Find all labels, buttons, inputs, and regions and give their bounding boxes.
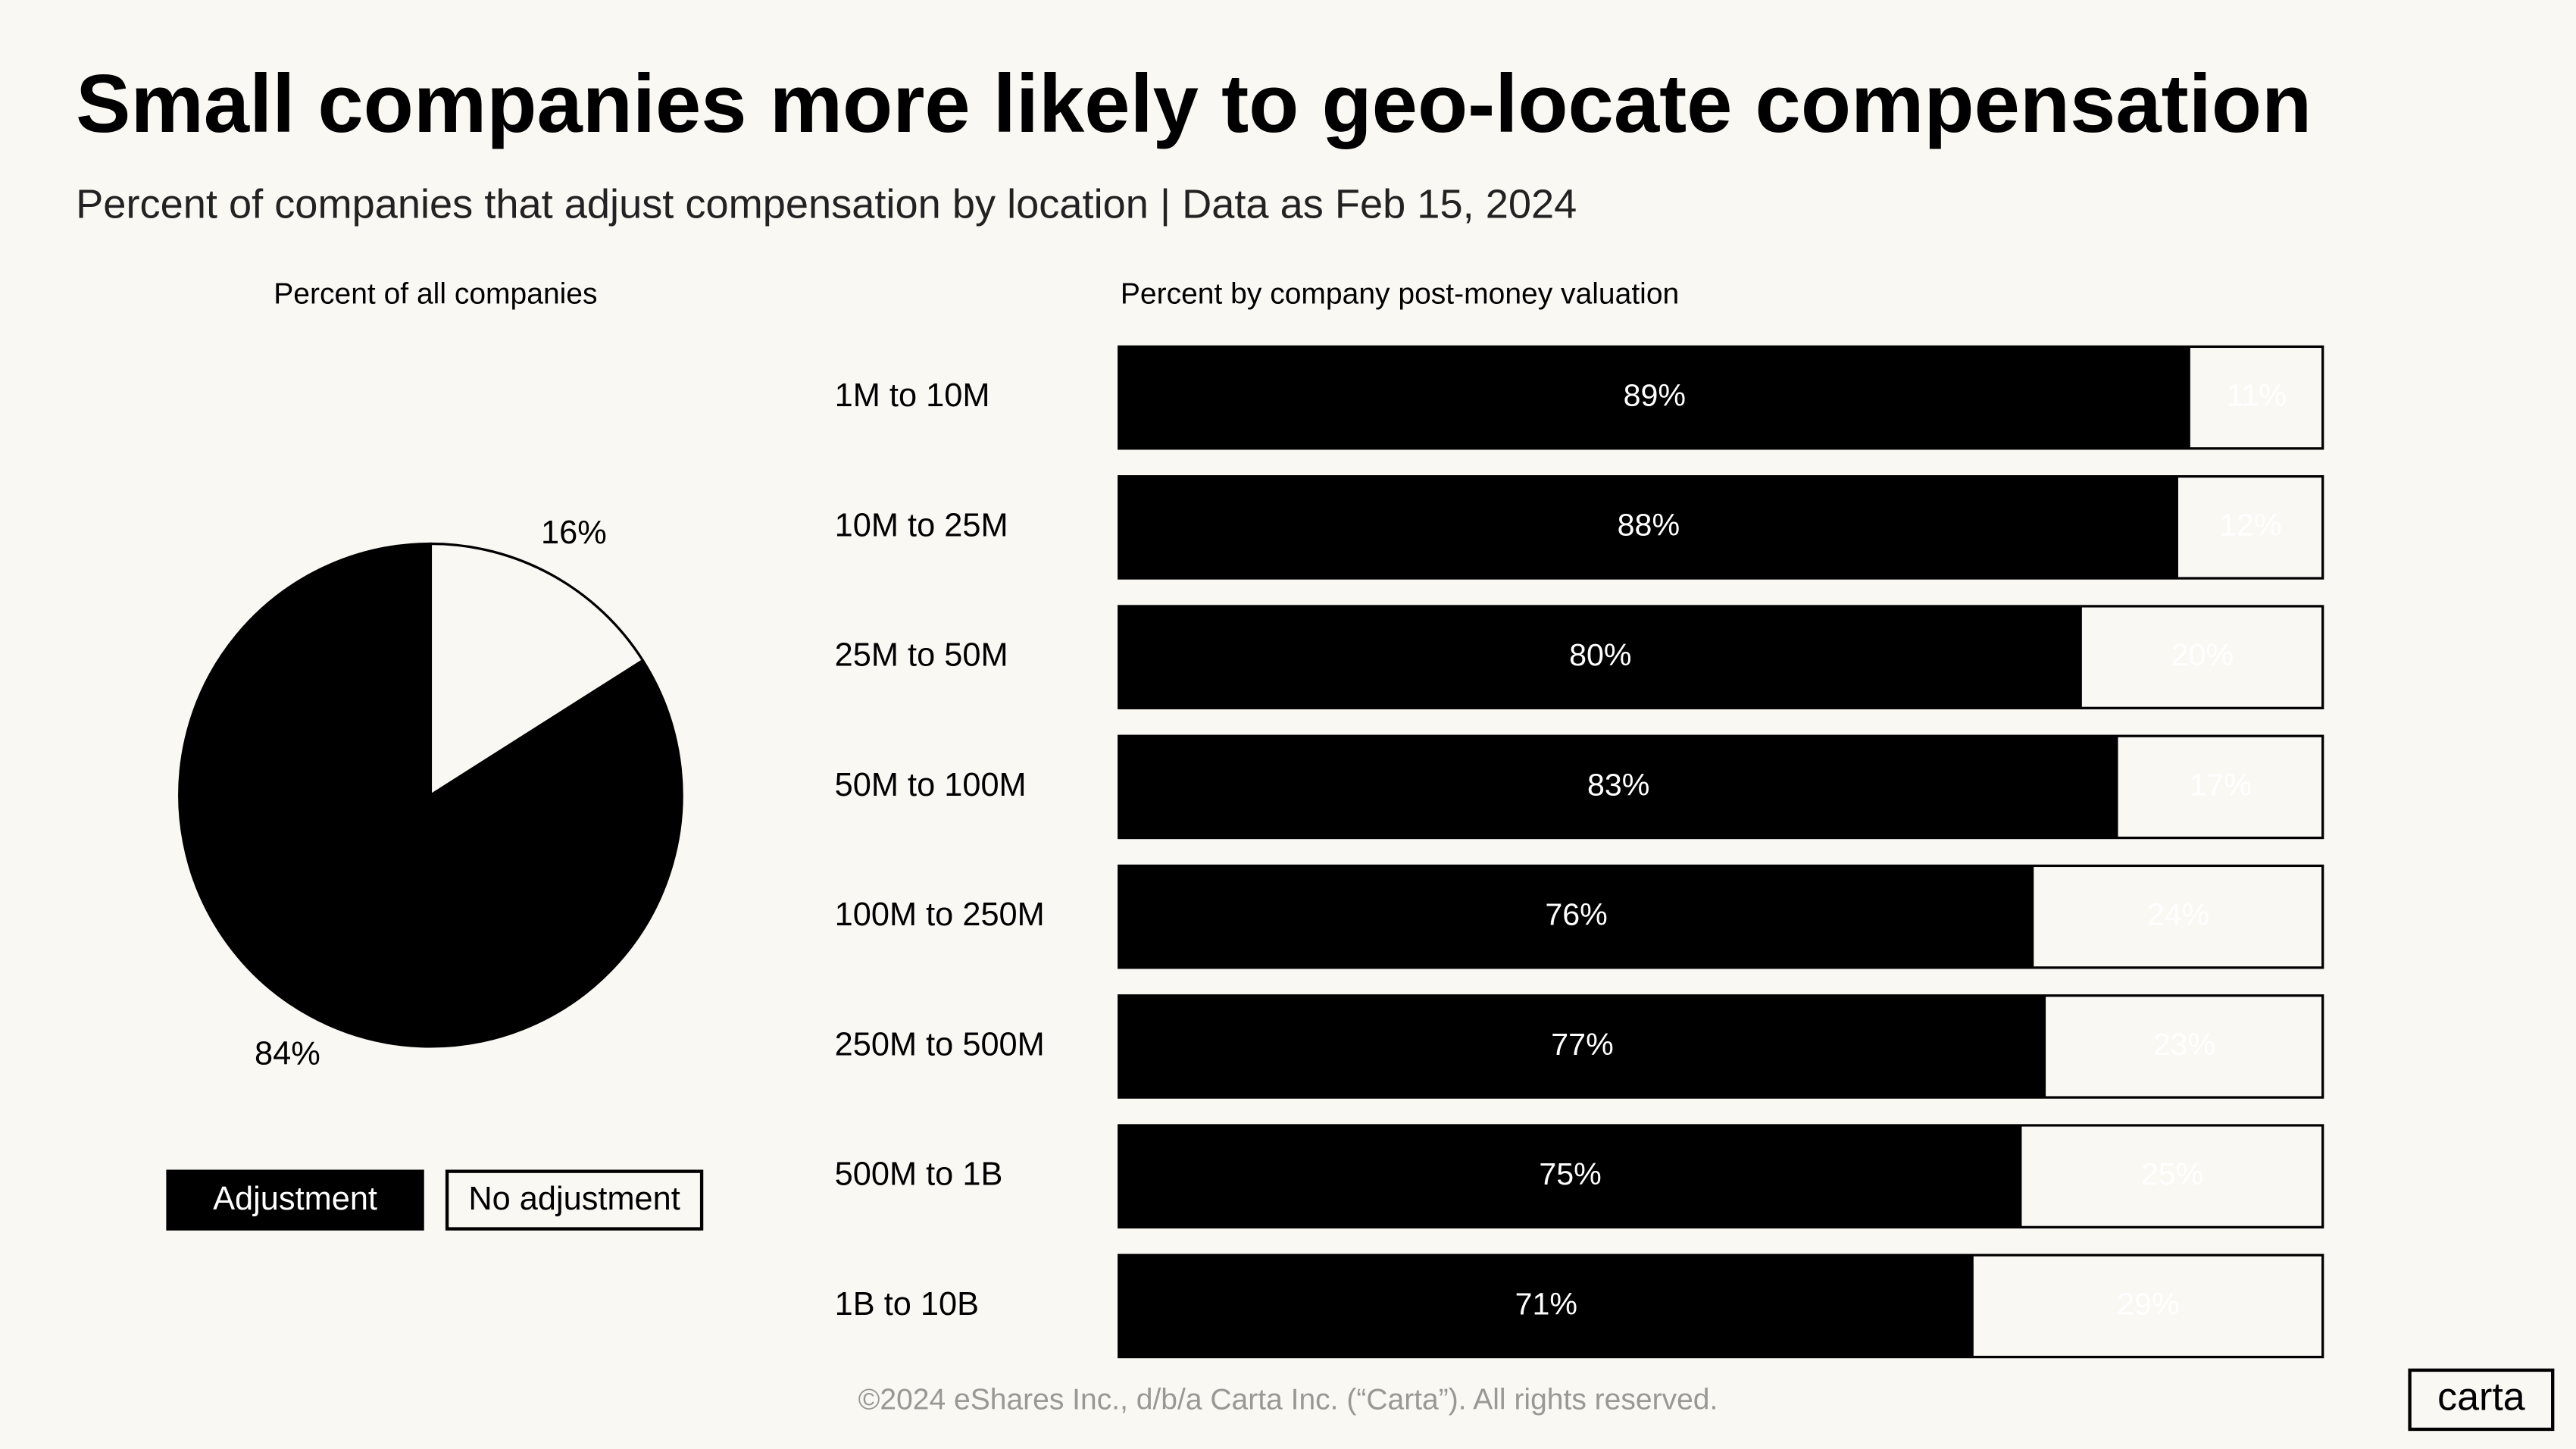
y-tick-label: 250M to 500M	[835, 1026, 1045, 1062]
value-label: 24%	[2147, 897, 2209, 932]
y-tick-label: 1M to 10M	[835, 377, 990, 414]
value-label: 76%	[1545, 897, 1607, 932]
legend-entry: Adjustment	[213, 1181, 377, 1217]
footer: ©2024 eShares Inc., d/b/a Carta Inc. (“C…	[858, 1383, 1718, 1416]
value-label: 88%	[1618, 508, 1680, 543]
value-label: 77%	[1551, 1027, 1613, 1062]
value-label: 20%	[2171, 637, 2234, 672]
bar-outline	[1118, 1124, 2324, 1228]
bar-outline	[1118, 1253, 2324, 1359]
bar-outline	[1118, 605, 2324, 709]
title: Small companies more likely to geo-locat…	[76, 58, 2312, 149]
pie-label: 84%	[255, 1036, 320, 1072]
bar-segment	[1118, 865, 2034, 968]
value-label: 11%	[2227, 377, 2287, 412]
value-label: 12%	[2219, 508, 2281, 543]
bar-outline	[1118, 994, 2324, 1099]
bar-segment	[2190, 346, 2323, 449]
value-label: 83%	[1587, 767, 1649, 802]
bar-outline	[1118, 864, 2324, 969]
value-label: 23%	[2153, 1027, 2215, 1062]
bar-segment	[1118, 606, 2082, 709]
value-label: 89%	[1624, 377, 1686, 412]
value-label: 17%	[2189, 767, 2251, 802]
pie-label: 16%	[541, 515, 607, 551]
logo: carta	[2437, 1375, 2525, 1419]
subtitle: Percent of companies that adjust compens…	[76, 181, 1577, 227]
value-label: 71%	[1515, 1286, 1577, 1321]
pie-slice	[429, 542, 645, 798]
logo-box	[2408, 1368, 2555, 1432]
bar-outline	[1118, 475, 2324, 580]
bar-outline	[1118, 345, 2324, 450]
bar-segment	[1118, 1255, 1974, 1357]
legend-entry: No adjustment	[468, 1181, 680, 1217]
legend-swatch	[445, 1169, 704, 1231]
bar-segment	[2081, 606, 2323, 709]
y-tick-label: 1B to 10B	[835, 1286, 979, 1322]
y-tick-label: 10M to 25M	[835, 507, 1008, 543]
bar-segment	[2021, 1125, 2323, 1228]
legend-swatch	[166, 1169, 424, 1231]
bar-segment	[1973, 1255, 2323, 1357]
bar-segment	[1118, 995, 2046, 1098]
bar-segment	[1118, 346, 2190, 449]
y-tick-label: 100M to 250M	[835, 897, 1045, 933]
pie-title: Percent of all companies	[274, 278, 597, 311]
value-label: 29%	[2117, 1286, 2179, 1321]
y-tick-label: 500M to 1B	[835, 1156, 1003, 1193]
bar-outline	[1118, 734, 2324, 840]
bar-segment	[1118, 476, 2179, 579]
bar-segment	[1118, 1125, 2022, 1228]
bar-segment	[2046, 995, 2323, 1098]
pie-slice	[178, 542, 683, 1048]
bar-title: Percent by company post-money valuation	[1121, 278, 1679, 311]
value-label: 25%	[2141, 1156, 2203, 1191]
bar-segment	[2118, 736, 2323, 838]
y-tick-label: 25M to 50M	[835, 637, 1008, 674]
bar-segment	[1118, 736, 2118, 838]
value-label: 80%	[1569, 637, 1631, 672]
value-label: 75%	[1539, 1156, 1601, 1191]
bar-segment	[2178, 476, 2323, 579]
y-tick-label: 50M to 100M	[835, 767, 1027, 803]
bar-segment	[2034, 865, 2323, 968]
